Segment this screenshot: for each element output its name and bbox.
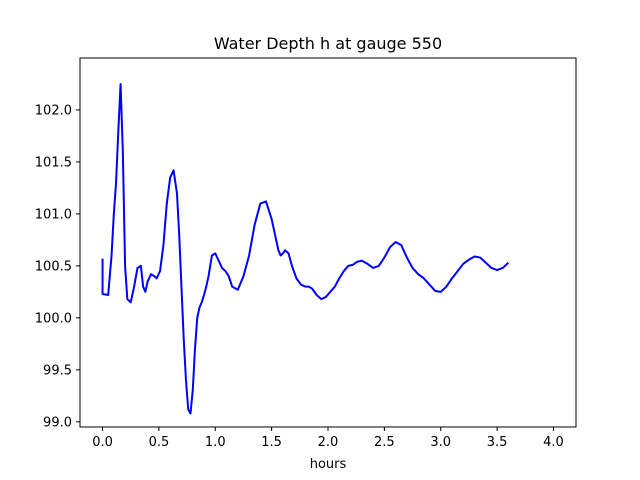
series-line [101, 82, 510, 415]
x-tick-label: 1.5 [261, 435, 282, 450]
y-tick-label: 101.5 [35, 155, 72, 170]
y-axis-ticks: 99.0 99.5 100.0 100.5 101.0 101.5 102.0 [35, 103, 80, 430]
x-tick-label: 3.5 [487, 435, 508, 450]
y-tick-label: 99.5 [43, 363, 72, 378]
plot-area [101, 82, 510, 415]
x-axis-label: hours [310, 457, 347, 472]
x-tick-label: 2.0 [318, 435, 339, 450]
x-tick-label: 1.0 [205, 435, 226, 450]
x-tick-label: 0.5 [149, 435, 170, 450]
x-tick-label: 2.5 [374, 435, 395, 450]
y-tick-label: 100.0 [35, 311, 72, 326]
chart-title: Water Depth h at gauge 550 [214, 34, 442, 53]
x-axis-ticks: 0.0 0.5 1.0 1.5 2.0 2.5 3.0 3.5 4.0 [92, 427, 564, 450]
x-tick-label: 0.0 [92, 435, 113, 450]
x-tick-label: 3.0 [430, 435, 451, 450]
y-tick-label: 100.5 [35, 259, 72, 274]
y-tick-label: 101.0 [35, 207, 72, 222]
y-tick-label: 99.0 [43, 415, 72, 430]
x-tick-label: 4.0 [543, 435, 564, 450]
y-tick-label: 102.0 [35, 103, 72, 118]
